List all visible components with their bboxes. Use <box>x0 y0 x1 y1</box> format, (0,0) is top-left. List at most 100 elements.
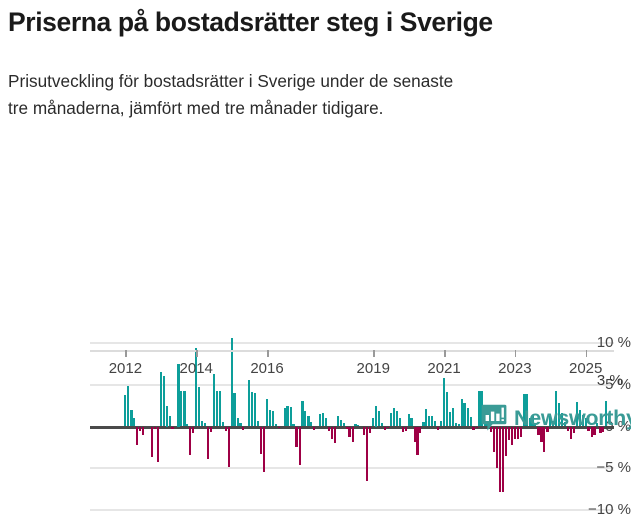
bar <box>519 426 522 438</box>
newsworthy-logo[interactable]: Newsworthy <box>481 404 631 432</box>
x-tick-label: 2025 <box>568 360 603 377</box>
y-tick-label: 5 % <box>605 375 631 393</box>
x-tick-label: 2023 <box>498 360 532 377</box>
bar <box>310 422 313 427</box>
bar <box>186 423 189 427</box>
bar <box>130 409 133 427</box>
bar <box>363 426 366 435</box>
x-tick <box>196 350 198 357</box>
x-tick-label: 2012 <box>108 360 143 377</box>
bar <box>156 426 160 463</box>
bar <box>602 426 605 432</box>
bar <box>469 417 472 427</box>
bar <box>425 408 428 427</box>
bar <box>407 413 410 427</box>
bar <box>307 416 310 427</box>
gridline-5 <box>90 383 614 386</box>
bar <box>171 426 174 429</box>
bar <box>195 348 198 427</box>
bar <box>531 416 534 427</box>
bar <box>357 424 360 427</box>
bar <box>330 426 333 440</box>
bar <box>333 426 337 444</box>
subtitle-line-2: tre månaderna, jämfört med tre månader t… <box>8 98 384 118</box>
bar <box>528 418 531 427</box>
bar <box>274 423 277 427</box>
bar <box>339 419 342 427</box>
bar <box>478 391 481 427</box>
bar <box>451 408 454 427</box>
bar <box>540 426 543 442</box>
bar <box>301 401 304 427</box>
x-tick-label: 2014 <box>179 360 213 377</box>
bar <box>590 426 593 437</box>
bar <box>454 423 457 427</box>
bar <box>165 405 168 427</box>
bar <box>127 385 130 427</box>
bar <box>142 426 145 435</box>
bar <box>584 418 587 427</box>
bar <box>593 426 596 435</box>
bar <box>321 413 325 427</box>
bar <box>537 426 540 435</box>
bar <box>522 393 525 427</box>
bar <box>313 426 316 430</box>
bar <box>389 413 393 427</box>
bar <box>168 416 171 427</box>
bar <box>419 426 422 434</box>
bar <box>133 418 136 427</box>
bar <box>189 426 192 455</box>
gridline--5 <box>90 467 614 470</box>
bar <box>380 423 384 427</box>
bar <box>263 426 266 472</box>
bar <box>490 426 493 432</box>
bar <box>348 426 351 437</box>
bar <box>401 426 404 432</box>
bar <box>150 426 154 457</box>
chart-page: Priserna på bostadsrätter steg i Sverige… <box>8 7 631 517</box>
bar <box>507 426 510 440</box>
bar <box>224 426 227 431</box>
bar <box>345 426 348 429</box>
bar <box>162 376 165 427</box>
x-tick <box>373 350 375 357</box>
bar <box>442 378 446 427</box>
bar <box>605 401 608 427</box>
bar <box>534 423 537 427</box>
bar <box>218 391 222 427</box>
bar <box>215 391 218 427</box>
bar <box>555 391 558 427</box>
bar <box>457 423 460 427</box>
bar <box>271 410 275 427</box>
bar <box>578 409 581 427</box>
bar <box>254 393 257 427</box>
bar <box>139 426 142 431</box>
bar <box>239 423 242 427</box>
x-tick <box>125 350 127 357</box>
bar <box>124 394 127 427</box>
bar <box>434 420 437 427</box>
newsworthy-bars-icon <box>481 404 507 432</box>
bar <box>292 423 295 427</box>
bar <box>259 426 263 455</box>
bar <box>265 398 269 427</box>
x-tick-label: 2019 <box>356 360 390 377</box>
page-title: Priserna på bostadsrätter steg i Sverige <box>8 7 493 37</box>
bar <box>398 418 401 427</box>
bar <box>572 426 576 434</box>
bar <box>516 426 519 440</box>
bar <box>203 423 207 427</box>
bar <box>159 372 162 427</box>
bar <box>374 405 378 427</box>
bar <box>475 426 478 429</box>
page-subtitle: Prisutveckling för bostadsrätter i Sveri… <box>8 68 631 122</box>
bar <box>383 426 386 430</box>
bar <box>413 426 416 442</box>
bar <box>342 423 345 427</box>
gridline--10 <box>90 509 614 511</box>
x-tick <box>267 350 269 357</box>
bar <box>404 426 407 431</box>
bar <box>206 426 209 460</box>
bar <box>472 426 475 430</box>
x-tick-label: 2021 <box>427 360 461 377</box>
